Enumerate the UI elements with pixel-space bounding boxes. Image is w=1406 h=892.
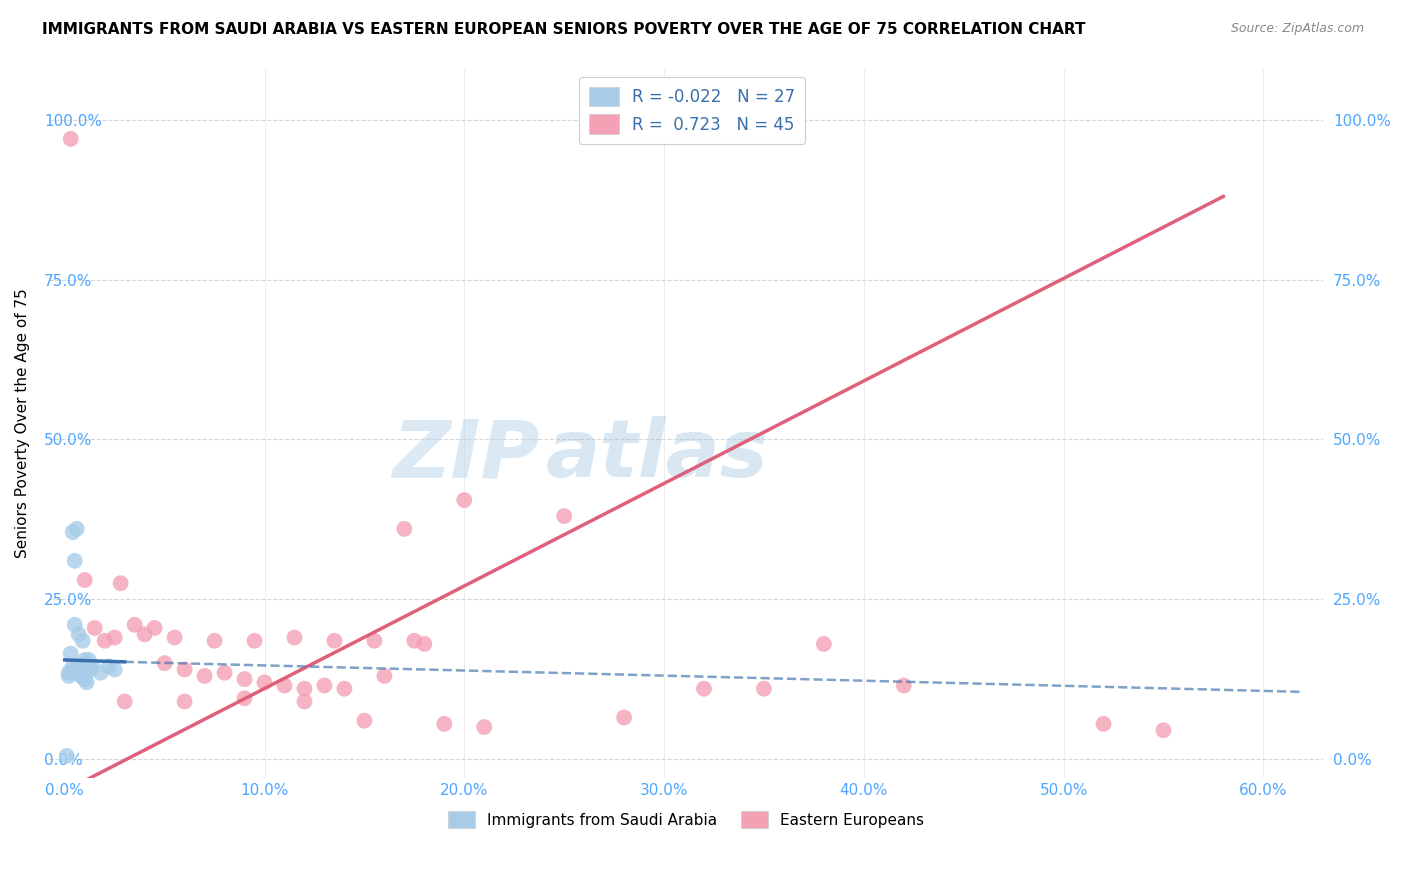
Point bbox=[553, 509, 575, 524]
Point bbox=[253, 675, 276, 690]
Point bbox=[233, 672, 256, 686]
Point bbox=[77, 653, 100, 667]
Point bbox=[453, 493, 475, 508]
Point bbox=[67, 627, 90, 641]
Point bbox=[110, 576, 132, 591]
Point bbox=[314, 679, 336, 693]
Point bbox=[104, 663, 127, 677]
Point bbox=[163, 631, 186, 645]
Point bbox=[153, 656, 176, 670]
Point bbox=[294, 681, 316, 696]
Point bbox=[333, 681, 356, 696]
Point bbox=[76, 675, 98, 690]
Point bbox=[59, 647, 82, 661]
Point bbox=[413, 637, 436, 651]
Point bbox=[80, 663, 103, 677]
Point bbox=[124, 617, 146, 632]
Point bbox=[214, 665, 236, 680]
Point bbox=[93, 633, 115, 648]
Point bbox=[273, 679, 295, 693]
Point bbox=[433, 717, 456, 731]
Point bbox=[283, 631, 305, 645]
Point bbox=[404, 633, 426, 648]
Point bbox=[1092, 717, 1115, 731]
Point bbox=[90, 665, 112, 680]
Text: IMMIGRANTS FROM SAUDI ARABIA VS EASTERN EUROPEAN SENIORS POVERTY OVER THE AGE OF: IMMIGRANTS FROM SAUDI ARABIA VS EASTERN … bbox=[42, 22, 1085, 37]
Point bbox=[143, 621, 166, 635]
Text: Source: ZipAtlas.com: Source: ZipAtlas.com bbox=[1230, 22, 1364, 36]
Point bbox=[82, 659, 104, 673]
Point bbox=[104, 631, 127, 645]
Point bbox=[72, 633, 94, 648]
Point bbox=[394, 522, 416, 536]
Point bbox=[73, 653, 96, 667]
Point bbox=[373, 669, 395, 683]
Point bbox=[62, 659, 84, 673]
Point bbox=[472, 720, 495, 734]
Point bbox=[58, 665, 80, 680]
Text: atlas: atlas bbox=[546, 417, 769, 494]
Point bbox=[55, 748, 77, 763]
Y-axis label: Seniors Poverty Over the Age of 75: Seniors Poverty Over the Age of 75 bbox=[15, 288, 30, 558]
Text: ZIP: ZIP bbox=[392, 417, 540, 494]
Point bbox=[173, 694, 195, 708]
Point bbox=[63, 617, 86, 632]
Point bbox=[204, 633, 226, 648]
Point bbox=[243, 633, 266, 648]
Point bbox=[59, 132, 82, 146]
Point bbox=[233, 691, 256, 706]
Point bbox=[1152, 723, 1174, 738]
Point bbox=[193, 669, 215, 683]
Point bbox=[67, 665, 90, 680]
Point bbox=[76, 659, 98, 673]
Point bbox=[813, 637, 835, 651]
Point bbox=[66, 522, 89, 536]
Point bbox=[134, 627, 156, 641]
Point bbox=[353, 714, 375, 728]
Point bbox=[63, 554, 86, 568]
Point bbox=[58, 669, 80, 683]
Point bbox=[73, 669, 96, 683]
Point bbox=[73, 672, 96, 686]
Point bbox=[323, 633, 346, 648]
Point bbox=[66, 663, 89, 677]
Point bbox=[73, 573, 96, 587]
Point bbox=[893, 679, 915, 693]
Point bbox=[363, 633, 385, 648]
Point bbox=[69, 669, 91, 683]
Point bbox=[114, 694, 136, 708]
Point bbox=[693, 681, 716, 696]
Point bbox=[613, 710, 636, 724]
Point bbox=[83, 621, 105, 635]
Legend: Immigrants from Saudi Arabia, Eastern Europeans: Immigrants from Saudi Arabia, Eastern Eu… bbox=[441, 805, 931, 834]
Point bbox=[59, 665, 82, 680]
Point bbox=[294, 694, 316, 708]
Point bbox=[97, 659, 120, 673]
Point bbox=[62, 524, 84, 539]
Point bbox=[752, 681, 775, 696]
Point bbox=[173, 663, 195, 677]
Point bbox=[63, 663, 86, 677]
